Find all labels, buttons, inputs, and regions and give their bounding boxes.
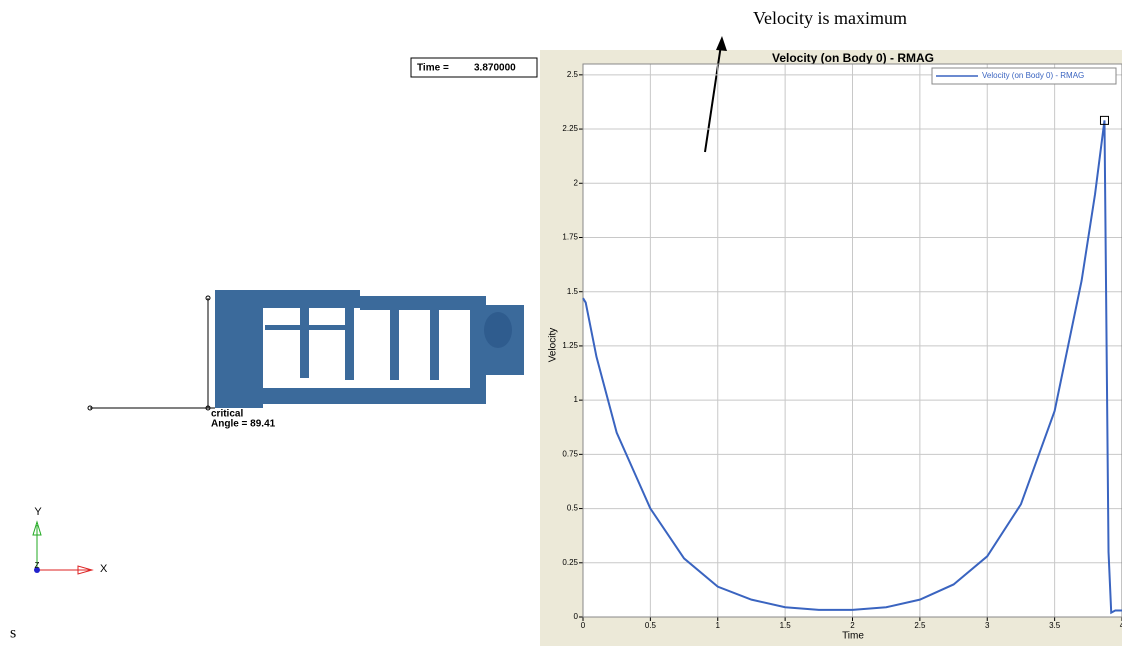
legend-label: Velocity (on Body 0) - RMAG — [982, 71, 1084, 80]
x-tick-label: 2 — [850, 621, 855, 630]
axis-y-label: Y — [34, 506, 42, 518]
angle-label: Angle = 89.41 — [211, 419, 276, 430]
x-tick-label: 2.5 — [914, 621, 926, 630]
x-tick-label: 3.5 — [1049, 621, 1061, 630]
screen: critical Angle = 89.41 Time = 3.870000 Y… — [0, 0, 1122, 646]
annotation: Velocity is maximum — [753, 8, 907, 28]
axis-x-label: X — [100, 563, 108, 575]
x-axis-label: Time — [842, 631, 864, 642]
y-tick-label: 1 — [574, 395, 579, 404]
y-tick-label: 1.75 — [562, 233, 578, 242]
x-tick-label: 0.5 — [645, 621, 657, 630]
y-tick-label: 2 — [574, 178, 579, 187]
x-tick-label: 1.5 — [780, 621, 792, 630]
chart-title: Velocity (on Body 0) - RMAG — [772, 51, 934, 65]
y-tick-label: 0 — [574, 612, 579, 621]
y-tick-label: 2.25 — [562, 124, 578, 133]
y-axis-label: Velocity — [548, 328, 559, 362]
corner-label: s — [10, 625, 16, 642]
y-tick-label: 0.25 — [562, 558, 578, 567]
x-tick-label: 3 — [985, 621, 990, 630]
y-tick-label: 1.5 — [567, 287, 579, 296]
y-tick-label: 1.25 — [562, 341, 578, 350]
y-tick-label: 0.5 — [567, 504, 579, 513]
time-label: Time = — [417, 63, 449, 74]
x-tick-label: 1 — [716, 621, 721, 630]
time-value: 3.870000 — [474, 63, 516, 74]
y-tick-label: 0.75 — [562, 449, 578, 458]
axis-z-label: Z — [35, 561, 40, 570]
x-tick-label: 0 — [581, 621, 586, 630]
y-tick-label: 2.5 — [567, 70, 579, 79]
